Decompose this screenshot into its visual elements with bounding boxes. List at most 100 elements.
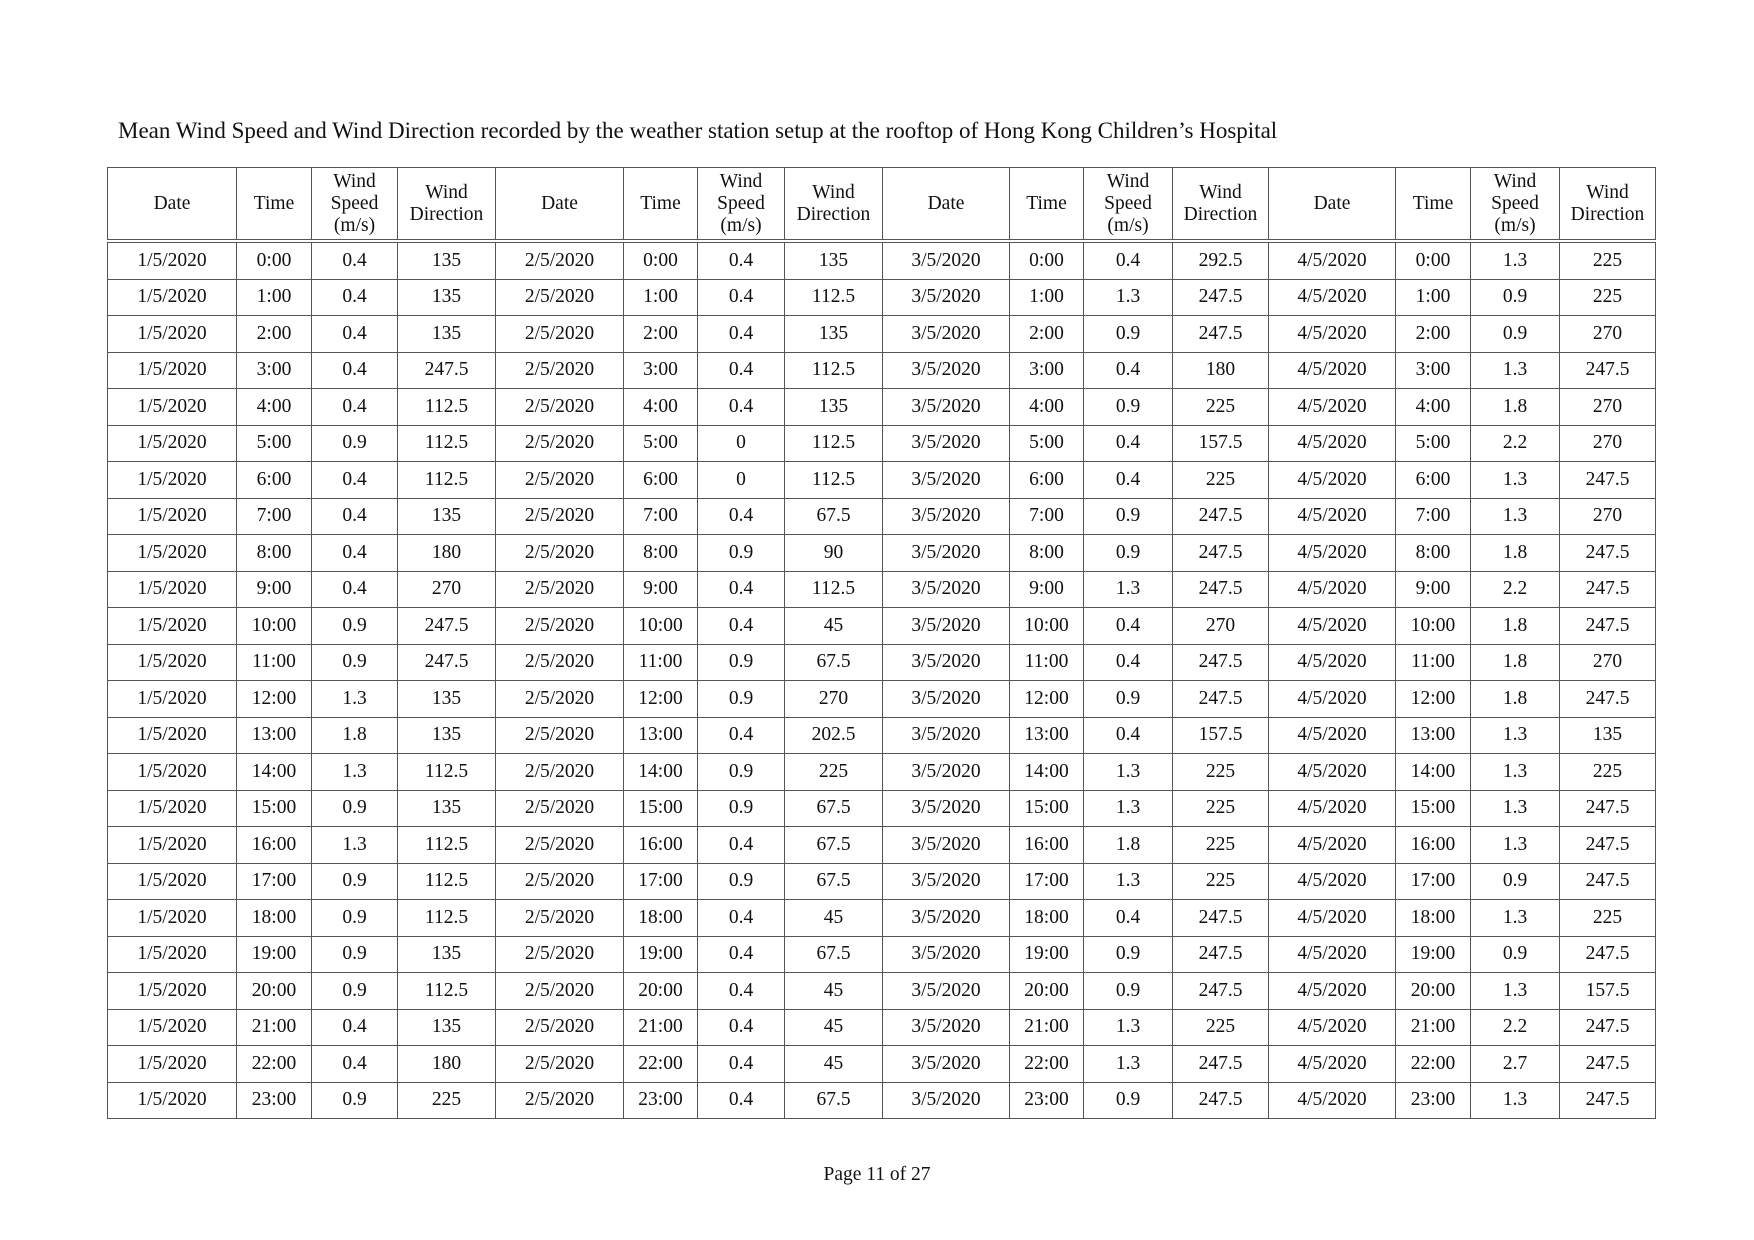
wind-speed-cell: 2.2 — [1470, 424, 1560, 462]
date-cell: 1/5/2020 — [107, 643, 237, 681]
time-cell: 0:00 — [236, 240, 312, 280]
header-line: Wind — [333, 170, 376, 192]
header-direction: Wind Direction — [397, 167, 496, 242]
date-cell: 2/5/2020 — [495, 680, 624, 718]
time-cell: 6:00 — [623, 461, 698, 499]
header-direction: Wind Direction — [1172, 167, 1269, 242]
wind-speed-cell: 0.4 — [697, 899, 785, 937]
header-line: Wind — [425, 181, 468, 203]
wind-direction-cell: 135 — [397, 680, 496, 718]
time-cell: 17:00 — [1009, 862, 1084, 900]
table-row: 1/5/2020 13:00 1.8 135 2/5/2020 13:00 0.4 202.5… — [107, 716, 1656, 754]
wind-direction-cell: 247.5 — [1172, 570, 1269, 608]
date-cell: 3/5/2020 — [882, 899, 1010, 937]
time-cell: 4:00 — [1009, 388, 1084, 426]
wind-speed-cell: 0.4 — [1083, 899, 1173, 937]
date-cell: 3/5/2020 — [882, 570, 1010, 608]
date-cell: 1/5/2020 — [107, 1008, 237, 1046]
table-row: 1/5/2020 17:00 0.9 112.5 2/5/2020 17:00 0.9 67.… — [107, 862, 1656, 900]
time-cell: 7:00 — [623, 497, 698, 535]
wind-direction-cell: 247.5 — [1559, 862, 1656, 900]
time-cell: 12:00 — [1009, 680, 1084, 718]
date-cell: 3/5/2020 — [882, 278, 1010, 316]
date-cell: 2/5/2020 — [495, 424, 624, 462]
wind-direction-cell: 180 — [397, 534, 496, 572]
wind-direction-cell: 112.5 — [784, 461, 883, 499]
wind-speed-cell: 0.9 — [1470, 315, 1560, 353]
date-cell: 3/5/2020 — [882, 607, 1010, 645]
header-time: Time — [1009, 167, 1084, 242]
wind-direction-cell: 247.5 — [1559, 935, 1656, 973]
wind-direction-cell: 225 — [397, 1081, 496, 1119]
date-cell: 1/5/2020 — [107, 607, 237, 645]
date-cell: 3/5/2020 — [882, 680, 1010, 718]
date-cell: 2/5/2020 — [495, 1045, 624, 1083]
wind-speed-cell: 1.3 — [1083, 753, 1173, 791]
wind-direction-cell: 225 — [1172, 388, 1269, 426]
wind-speed-cell: 1.3 — [1470, 497, 1560, 535]
date-cell: 3/5/2020 — [882, 315, 1010, 353]
date-cell: 4/5/2020 — [1268, 1081, 1396, 1119]
time-cell: 9:00 — [236, 570, 312, 608]
time-cell: 2:00 — [236, 315, 312, 353]
wind-direction-cell: 135 — [397, 315, 496, 353]
time-cell: 20:00 — [1395, 972, 1471, 1010]
header-date: Date — [107, 167, 237, 242]
time-cell: 19:00 — [623, 935, 698, 973]
date-cell: 3/5/2020 — [882, 862, 1010, 900]
wind-direction-cell: 112.5 — [397, 753, 496, 791]
wind-direction-cell: 135 — [784, 315, 883, 353]
time-cell: 12:00 — [1395, 680, 1471, 718]
time-cell: 6:00 — [1395, 461, 1471, 499]
wind-direction-cell: 225 — [1559, 899, 1656, 937]
date-cell: 2/5/2020 — [495, 899, 624, 937]
table-header-row: Date Time Wind Speed (m/s) Wind Direction Date T… — [107, 167, 1656, 242]
wind-direction-cell: 45 — [784, 1045, 883, 1083]
wind-speed-cell: 0.4 — [697, 278, 785, 316]
date-cell: 1/5/2020 — [107, 278, 237, 316]
wind-speed-cell: 1.3 — [1470, 716, 1560, 754]
wind-direction-cell: 247.5 — [1559, 789, 1656, 827]
time-cell: 23:00 — [623, 1081, 698, 1119]
date-cell: 2/5/2020 — [495, 534, 624, 572]
wind-direction-cell: 45 — [784, 1008, 883, 1046]
wind-direction-cell: 45 — [784, 607, 883, 645]
wind-speed-cell: 1.3 — [1470, 789, 1560, 827]
date-cell: 4/5/2020 — [1268, 862, 1396, 900]
wind-direction-cell: 112.5 — [397, 862, 496, 900]
wind-speed-cell: 0.4 — [697, 935, 785, 973]
wind-speed-cell: 0.4 — [311, 497, 398, 535]
time-cell: 19:00 — [1395, 935, 1471, 973]
wind-speed-cell: 0.9 — [697, 862, 785, 900]
wind-speed-cell: 0.9 — [311, 972, 398, 1010]
wind-speed-cell: 1.8 — [1470, 534, 1560, 572]
page-number: Page 11 of 27 — [823, 1164, 931, 1185]
wind-direction-cell: 45 — [784, 972, 883, 1010]
table-row: 1/5/2020 6:00 0.4 112.5 2/5/2020 6:00 0 112.5 3/… — [107, 461, 1656, 499]
wind-speed-cell: 0.4 — [311, 570, 398, 608]
time-cell: 5:00 — [1395, 424, 1471, 462]
wind-direction-cell: 135 — [397, 240, 496, 280]
wind-direction-cell: 225 — [1559, 278, 1656, 316]
time-cell: 13:00 — [236, 716, 312, 754]
wind-speed-cell: 0.9 — [1083, 972, 1173, 1010]
wind-speed-cell: 1.3 — [1470, 351, 1560, 389]
wind-direction-cell: 45 — [784, 899, 883, 937]
wind-speed-cell: 0.9 — [1083, 680, 1173, 718]
wind-speed-cell: 0.9 — [311, 899, 398, 937]
wind-direction-cell: 112.5 — [784, 424, 883, 462]
wind-direction-cell: 247.5 — [1559, 1008, 1656, 1046]
time-cell: 4:00 — [1395, 388, 1471, 426]
wind-speed-cell: 0.4 — [697, 716, 785, 754]
date-cell: 1/5/2020 — [107, 862, 237, 900]
date-cell: 4/5/2020 — [1268, 351, 1396, 389]
time-cell: 16:00 — [623, 826, 698, 864]
date-cell: 4/5/2020 — [1268, 534, 1396, 572]
wind-direction-cell: 90 — [784, 534, 883, 572]
wind-speed-cell: 1.3 — [311, 753, 398, 791]
date-cell: 3/5/2020 — [882, 1045, 1010, 1083]
wind-speed-cell: 0.4 — [311, 1045, 398, 1083]
time-cell: 4:00 — [623, 388, 698, 426]
wind-direction-cell: 112.5 — [397, 461, 496, 499]
wind-direction-cell: 135 — [397, 1008, 496, 1046]
